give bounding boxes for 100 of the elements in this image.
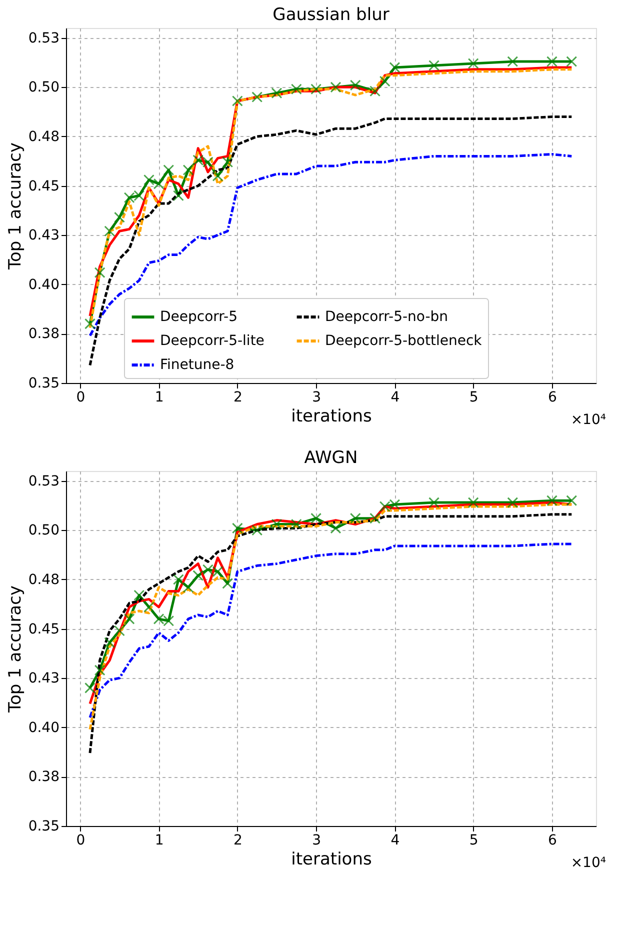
x-tick-label: 2 [233, 832, 242, 848]
point [566, 495, 578, 506]
point [232, 95, 243, 106]
y-tick-label: 0.40 [28, 276, 60, 293]
point [271, 88, 282, 99]
chart-title: AWGN [304, 448, 358, 468]
point [192, 154, 204, 166]
point [468, 58, 479, 69]
point [222, 578, 234, 589]
point [172, 574, 184, 585]
point [370, 86, 381, 97]
y-tick-label: 0.45 [28, 621, 60, 638]
y-tick-label: 0.45 [28, 178, 60, 194]
x-tick-label: 3 [312, 390, 322, 406]
point [163, 164, 174, 176]
point [104, 637, 116, 648]
point [370, 512, 381, 524]
point [350, 80, 361, 91]
x-tick-label: 3 [312, 832, 322, 848]
point [330, 522, 342, 534]
y-tick-label: 0.48 [28, 572, 60, 588]
legend-label: Deepcorr-5-bottleneck [325, 333, 483, 349]
point [172, 190, 184, 202]
point [389, 62, 400, 73]
x-tick-label: 5 [469, 832, 478, 848]
point [350, 512, 361, 524]
y-tick-label: 0.50 [28, 80, 60, 96]
point [379, 501, 390, 512]
point [232, 522, 243, 534]
point [94, 267, 106, 278]
y-tick-label: 0.35 [28, 818, 60, 834]
text: ×10⁴ [570, 412, 606, 428]
point [182, 164, 194, 176]
point [330, 82, 342, 93]
x-tick-label: 0 [76, 390, 86, 406]
legend-label: Deepcorr-5-lite [160, 333, 264, 349]
line-series [88, 542, 573, 719]
point [222, 156, 234, 168]
point [202, 564, 214, 576]
chart-title: Gaussian blur [272, 5, 390, 25]
y-tick-label: 0.40 [28, 720, 60, 736]
point [202, 156, 214, 168]
x-tick-label: 6 [548, 832, 558, 848]
y-tick-label: 0.38 [28, 326, 60, 342]
x-tick-label: 2 [233, 390, 242, 406]
legend-label: Finetune-8 [160, 357, 234, 373]
point [290, 518, 302, 530]
point [114, 212, 125, 223]
y-tick-label: 0.53 [28, 473, 60, 490]
point [124, 192, 135, 204]
point [290, 84, 302, 95]
text: ×10⁴ [570, 855, 606, 871]
x-axis-title: iterations [291, 850, 372, 870]
point [507, 497, 518, 508]
point [252, 524, 263, 536]
point [468, 497, 479, 508]
y-axis-title: Top 1 accuracy [5, 142, 26, 271]
y-tick-label: 0.50 [28, 522, 60, 539]
point [566, 56, 578, 68]
x-tick-label: 1 [154, 832, 164, 848]
x-axis-title: iterations [291, 406, 372, 426]
y-tick-label: 0.48 [28, 128, 60, 145]
point [104, 226, 116, 237]
y-tick-label: 0.43 [28, 670, 60, 687]
point [84, 682, 96, 694]
point [271, 518, 282, 530]
point [507, 56, 518, 68]
point [212, 170, 224, 182]
y-axis-title: Top 1 accuracy [5, 585, 26, 714]
point [94, 664, 106, 676]
y-tick-label: 0.38 [28, 769, 60, 786]
point [192, 570, 204, 582]
point [124, 613, 135, 624]
legend-label: Deepcorr-5-no-bn [325, 309, 448, 325]
x-tick-label: 5 [469, 390, 478, 406]
point [546, 56, 558, 68]
x-tick-label: 4 [390, 832, 400, 848]
x-tick-label: 4 [390, 390, 400, 406]
point [114, 625, 125, 636]
point [546, 495, 558, 506]
point [212, 566, 224, 578]
point [153, 178, 164, 190]
point [252, 92, 263, 103]
y-tick-label: 0.35 [28, 376, 60, 392]
point [153, 613, 164, 624]
y-tick-label: 0.43 [28, 228, 60, 244]
point [389, 499, 400, 510]
x-tick-label: 6 [548, 390, 558, 406]
point [310, 512, 322, 524]
point [310, 84, 322, 95]
y-tick-label: 0.53 [28, 30, 60, 46]
point [428, 60, 440, 71]
point [428, 497, 440, 508]
point [134, 590, 145, 601]
point [143, 174, 154, 186]
point [163, 615, 174, 626]
x-tick-label: 1 [154, 390, 164, 406]
point [84, 318, 96, 330]
x-tick-label: 0 [76, 832, 86, 848]
point [134, 190, 145, 202]
